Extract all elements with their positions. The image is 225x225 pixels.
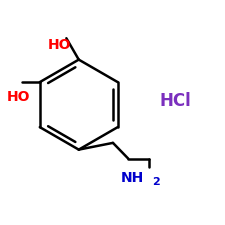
Text: HO: HO bbox=[48, 38, 71, 52]
Text: HCl: HCl bbox=[160, 92, 191, 110]
Text: HO: HO bbox=[6, 90, 30, 104]
Text: 2: 2 bbox=[152, 177, 160, 187]
Text: NH: NH bbox=[121, 171, 144, 185]
